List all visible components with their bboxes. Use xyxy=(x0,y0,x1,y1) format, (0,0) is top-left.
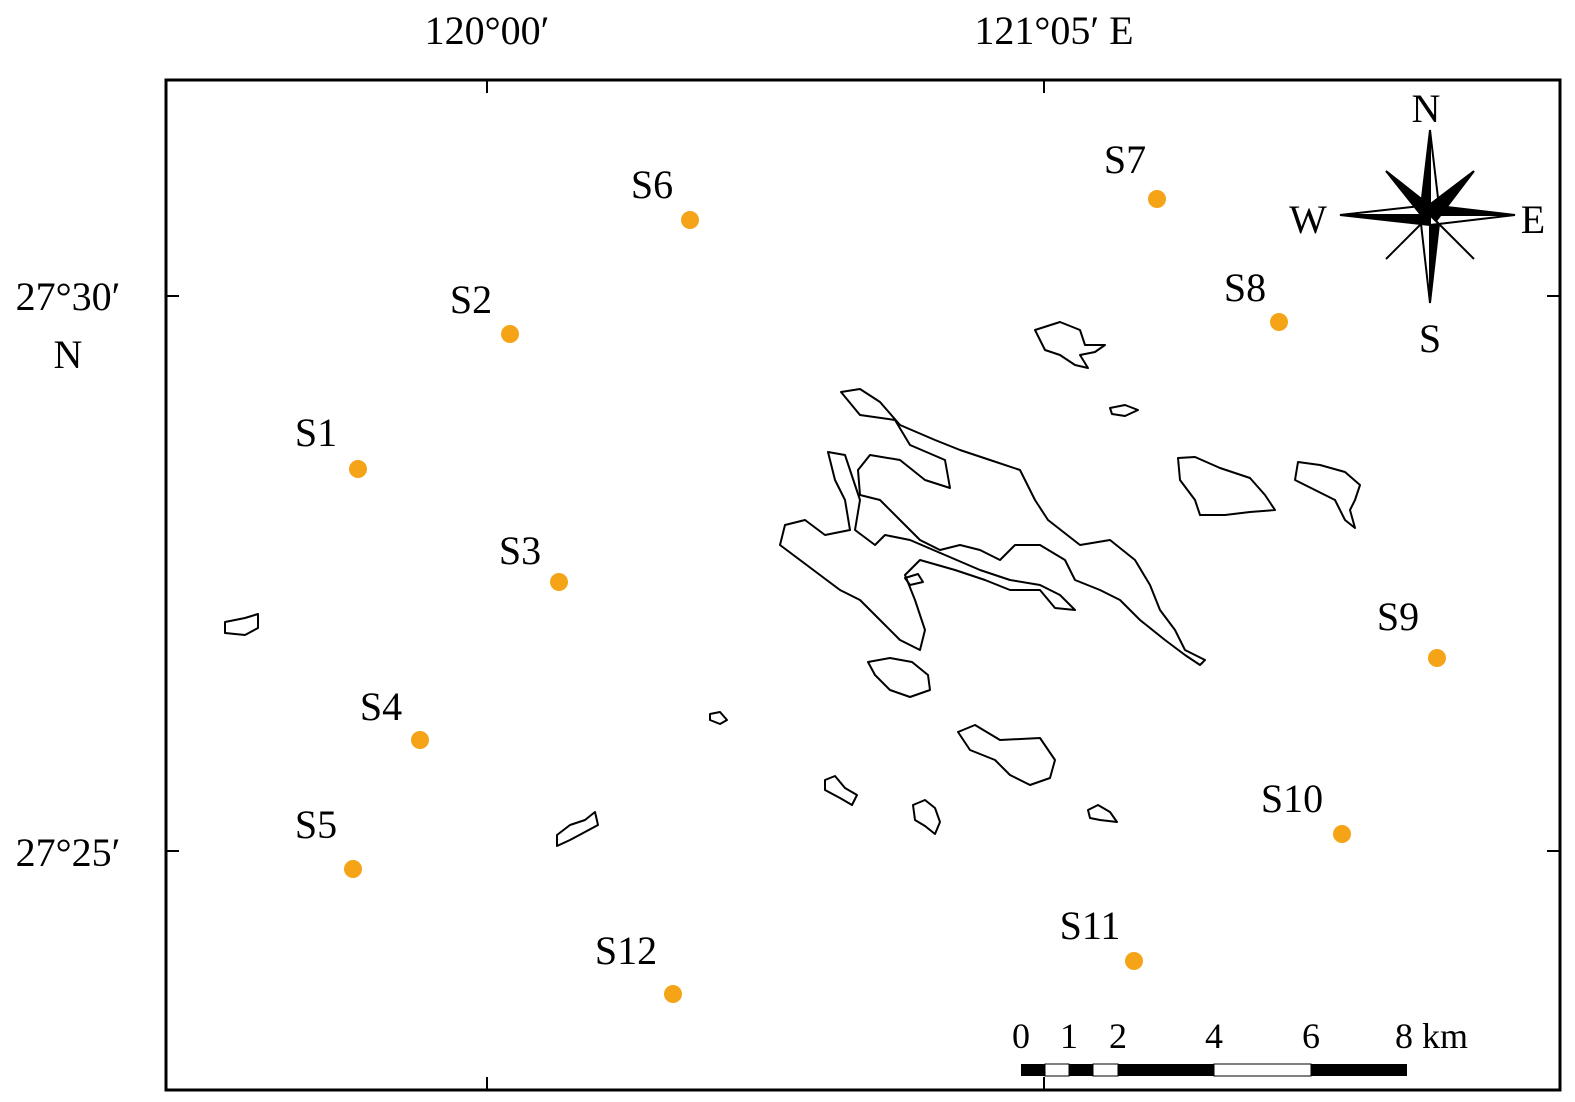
island xyxy=(1177,456,1276,516)
latitude-label: 27°30′ xyxy=(16,274,121,319)
scale-label: 6 xyxy=(1302,1016,1320,1056)
compass-point xyxy=(1423,208,1475,260)
station-label: S3 xyxy=(499,528,541,573)
station-marker xyxy=(1270,313,1288,331)
station-label: S2 xyxy=(450,277,492,322)
scale-label: 1 xyxy=(1060,1016,1078,1056)
latitude-label: 27°25′ xyxy=(16,830,121,875)
station-label: S4 xyxy=(360,684,402,729)
island xyxy=(904,573,924,586)
compass-point xyxy=(1429,214,1442,304)
station-marker xyxy=(1428,649,1446,667)
station-label: S10 xyxy=(1261,776,1323,821)
station-label: S9 xyxy=(1377,594,1419,639)
latitude-hemisphere: N xyxy=(54,332,83,377)
scale-label: 8 km xyxy=(1395,1016,1468,1056)
station-marker xyxy=(349,460,367,478)
island xyxy=(1034,321,1106,369)
islands xyxy=(224,321,1361,847)
scale-label: 4 xyxy=(1205,1016,1223,1056)
compass-point xyxy=(1418,214,1431,304)
station-label: S7 xyxy=(1104,137,1146,182)
scale-segment xyxy=(1044,1063,1070,1077)
map-frame xyxy=(164,78,1562,1092)
island xyxy=(1109,404,1139,417)
scale-segment xyxy=(1118,1064,1214,1076)
station-label: S8 xyxy=(1224,265,1266,310)
island xyxy=(957,724,1056,786)
island xyxy=(556,811,599,847)
station-marker xyxy=(1148,190,1166,208)
compass-label: E xyxy=(1521,197,1545,242)
scale-bar xyxy=(1021,1063,1407,1077)
scale-segment xyxy=(1092,1063,1119,1077)
island xyxy=(779,451,1076,651)
longitude-label: 121°05′ E xyxy=(974,8,1133,53)
island xyxy=(840,388,1206,666)
station-marker xyxy=(411,731,429,749)
station-label: S12 xyxy=(595,928,657,973)
stations: S1 S2 S3 S4 S5 S6 S7 S8 S9 S10 S11 S12 xyxy=(295,137,1446,1003)
island xyxy=(867,657,931,698)
island xyxy=(824,775,858,806)
compass-point xyxy=(1429,214,1516,227)
scale-segment xyxy=(1021,1064,1045,1076)
scale-segment xyxy=(1213,1063,1312,1077)
station-marker xyxy=(664,985,682,1003)
station-marker xyxy=(681,211,699,229)
island xyxy=(224,613,259,636)
station-marker xyxy=(1125,952,1143,970)
island xyxy=(1087,804,1118,823)
station-marker xyxy=(501,325,519,343)
station-marker xyxy=(550,573,568,591)
compass-label: S xyxy=(1419,316,1441,361)
compass-rose xyxy=(1339,129,1516,304)
station-marker xyxy=(1333,825,1351,843)
scale-segment xyxy=(1069,1064,1093,1076)
scale-segment xyxy=(1311,1064,1407,1076)
station-marker xyxy=(344,860,362,878)
longitude-label: 120°00′ xyxy=(425,8,550,53)
station-label: S11 xyxy=(1060,903,1121,948)
island xyxy=(1294,461,1361,529)
island xyxy=(709,711,728,725)
compass-label: W xyxy=(1289,197,1327,242)
station-label: S1 xyxy=(295,410,337,455)
station-label: S6 xyxy=(631,162,673,207)
island xyxy=(912,799,941,835)
graticule-ticks xyxy=(166,80,1560,1090)
compass-point xyxy=(1339,214,1431,227)
compass-label: N xyxy=(1412,86,1441,131)
scale-label: 0 xyxy=(1012,1016,1030,1056)
station-label: S5 xyxy=(295,802,337,847)
scale-label: 2 xyxy=(1109,1016,1127,1056)
